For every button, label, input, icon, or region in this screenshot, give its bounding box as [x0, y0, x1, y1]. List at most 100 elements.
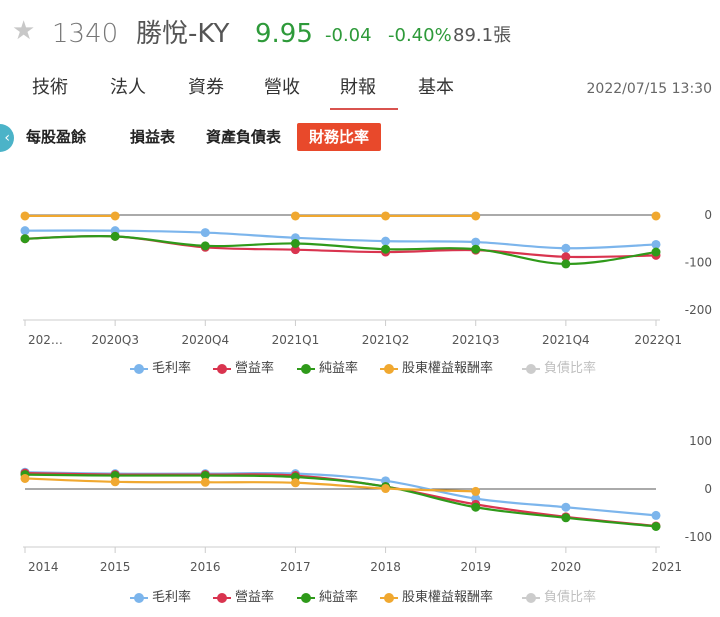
- x-tick-label: 2018: [370, 560, 401, 574]
- data-point[interactable]: [381, 211, 391, 221]
- stock-name: 勝悅-KY: [136, 19, 230, 49]
- series-line: [24, 471, 657, 517]
- star-icon[interactable]: ★: [12, 16, 36, 46]
- annual-chart-legend: 毛利率 營益率 純益率 股東權益報酬率 負債比率: [0, 589, 720, 609]
- quarterly-ratio-chart: 0 -100 -200 202… 2020Q3 2020Q4 2021Q1 2021Q2 202…: [20, 208, 712, 347]
- legend-label: 純益率: [319, 361, 359, 376]
- data-point[interactable]: [200, 241, 210, 251]
- y-tick-label: -100: [685, 256, 712, 270]
- data-point[interactable]: [20, 234, 30, 244]
- update-datetime: 2022/07/15 13:30: [586, 81, 713, 97]
- legend-item[interactable]: 純益率: [297, 360, 358, 378]
- tab-institutional[interactable]: 法人: [110, 77, 146, 98]
- x-tick-label: 2020: [551, 560, 582, 574]
- legend-marker-icon: [297, 363, 315, 374]
- data-point[interactable]: [200, 471, 210, 481]
- x-tick-label: 2020Q3: [91, 333, 139, 347]
- series-line: [24, 229, 657, 250]
- y-tick-label: -200: [685, 303, 712, 317]
- x-tick-label: 2022Q1: [634, 333, 682, 347]
- subtab-income-statement[interactable]: 損益表: [130, 128, 176, 146]
- legend-item[interactable]: 股東權益報酬率: [380, 360, 493, 378]
- legend-label: 負債比率: [544, 590, 597, 605]
- data-point[interactable]: [110, 231, 120, 241]
- stock-code: 1340: [52, 19, 119, 49]
- tab-technical[interactable]: 技術: [32, 77, 68, 98]
- legend-marker-icon: [380, 592, 398, 603]
- legend-marker-icon: [213, 592, 231, 603]
- data-point[interactable]: [651, 239, 661, 249]
- data-point[interactable]: [200, 228, 210, 238]
- x-tick-label: 2017: [280, 560, 311, 574]
- legend-item[interactable]: 股東權益報酬率: [380, 589, 493, 607]
- legend-marker-icon: [130, 592, 148, 603]
- data-point[interactable]: [110, 211, 120, 221]
- legend-label: 股東權益報酬率: [402, 361, 494, 376]
- subtab-eps[interactable]: 每股盈餘: [26, 128, 87, 146]
- data-point[interactable]: [290, 211, 300, 221]
- legend-label: 負債比率: [544, 361, 597, 376]
- legend-item[interactable]: 毛利率: [130, 360, 191, 378]
- data-point[interactable]: [381, 484, 391, 494]
- y-tick-label: 100: [689, 434, 712, 448]
- legend-marker-icon: [213, 363, 231, 374]
- x-tick-label: 2016: [190, 560, 221, 574]
- data-point[interactable]: [651, 247, 661, 257]
- annual-ratio-chart: 100 0 -100 2014 2015 2016 2017 2018 2019 2020 2021: [20, 434, 712, 574]
- volume: 89.1張: [453, 25, 512, 46]
- y-tick-label: -100: [685, 530, 712, 544]
- tab-financials[interactable]: 財報: [330, 72, 398, 110]
- data-point[interactable]: [471, 211, 481, 221]
- tab-margin[interactable]: 資券: [188, 77, 224, 98]
- legend-item[interactable]: 營益率: [213, 589, 274, 607]
- legend-item[interactable]: 毛利率: [130, 589, 191, 607]
- data-point[interactable]: [651, 510, 661, 520]
- data-point[interactable]: [290, 239, 300, 248]
- data-point[interactable]: [471, 486, 481, 496]
- data-point[interactable]: [561, 513, 571, 523]
- data-point[interactable]: [561, 259, 571, 269]
- subtab-balance-sheet[interactable]: 資產負債表: [206, 128, 282, 146]
- stock-price: 9.95: [255, 19, 313, 49]
- x-tick-label: 2019: [460, 560, 491, 574]
- back-arrow-icon[interactable]: ‹: [0, 124, 14, 152]
- data-point[interactable]: [20, 226, 30, 236]
- data-point[interactable]: [110, 477, 120, 487]
- legend-marker-icon: [522, 592, 540, 603]
- data-point[interactable]: [561, 243, 571, 253]
- data-point[interactable]: [200, 477, 210, 487]
- data-point[interactable]: [651, 521, 661, 531]
- series-line: [24, 234, 657, 266]
- x-tick-label: 2021Q2: [362, 333, 410, 347]
- data-point[interactable]: [471, 244, 481, 254]
- subtab-financial-ratios[interactable]: 財務比率: [297, 123, 382, 151]
- data-point[interactable]: [561, 252, 571, 262]
- data-point[interactable]: [381, 236, 391, 246]
- legend-item[interactable]: 負債比率: [522, 589, 596, 607]
- tab-revenue[interactable]: 營收: [264, 77, 300, 98]
- legend-label: 營益率: [235, 361, 275, 376]
- data-point[interactable]: [290, 245, 300, 255]
- data-point[interactable]: [651, 211, 661, 221]
- tab-basic[interactable]: 基本: [418, 77, 454, 98]
- legend-marker-icon: [380, 363, 398, 374]
- main-tabs: 技術 法人 資券 營收 財報 基本: [0, 72, 720, 110]
- data-point[interactable]: [20, 211, 30, 221]
- data-point[interactable]: [290, 478, 300, 488]
- price-change: -0.04: [325, 25, 372, 46]
- legend-item[interactable]: 負債比率: [522, 360, 596, 378]
- data-point[interactable]: [561, 502, 571, 512]
- legend-label: 股東權益報酬率: [402, 590, 494, 605]
- data-point[interactable]: [110, 471, 120, 481]
- data-point[interactable]: [381, 244, 391, 254]
- sub-tabs: 每股盈餘 損益表 資產負債表 財務比率: [0, 122, 720, 152]
- y-tick-label: 0: [704, 208, 712, 222]
- data-point[interactable]: [20, 473, 30, 483]
- series-line: [24, 473, 657, 528]
- x-tick-label: 2020Q4: [181, 333, 229, 347]
- legend-item[interactable]: 營益率: [213, 360, 274, 378]
- legend-item[interactable]: 純益率: [297, 589, 358, 607]
- data-point[interactable]: [471, 237, 481, 247]
- legend-label: 純益率: [319, 590, 359, 605]
- data-point[interactable]: [471, 502, 481, 512]
